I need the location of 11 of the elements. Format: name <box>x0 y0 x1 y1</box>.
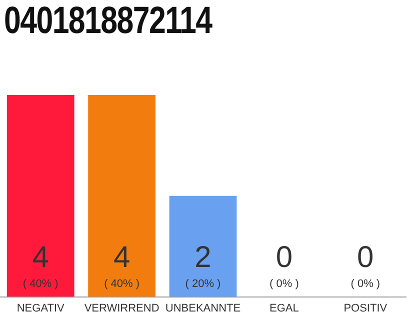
x-tick-label: UNBEKANNTE <box>165 302 241 314</box>
x-tick-label: EGAL <box>270 302 299 314</box>
data-label: 0 ( 0% ) <box>270 240 299 290</box>
data-label: 2 ( 20% ) <box>185 240 221 290</box>
x-tick-label: VERWIRREND <box>84 302 160 314</box>
x-tick-label: POSITIV <box>344 302 388 314</box>
chart-title: 0401818872114 <box>4 0 212 43</box>
data-label: 0 ( 0% ) <box>350 240 380 290</box>
data-label: 4 ( 40% ) <box>22 240 58 290</box>
x-tick-label: NEGATIV <box>16 302 65 314</box>
data-label: 4 ( 40% ) <box>104 240 140 290</box>
